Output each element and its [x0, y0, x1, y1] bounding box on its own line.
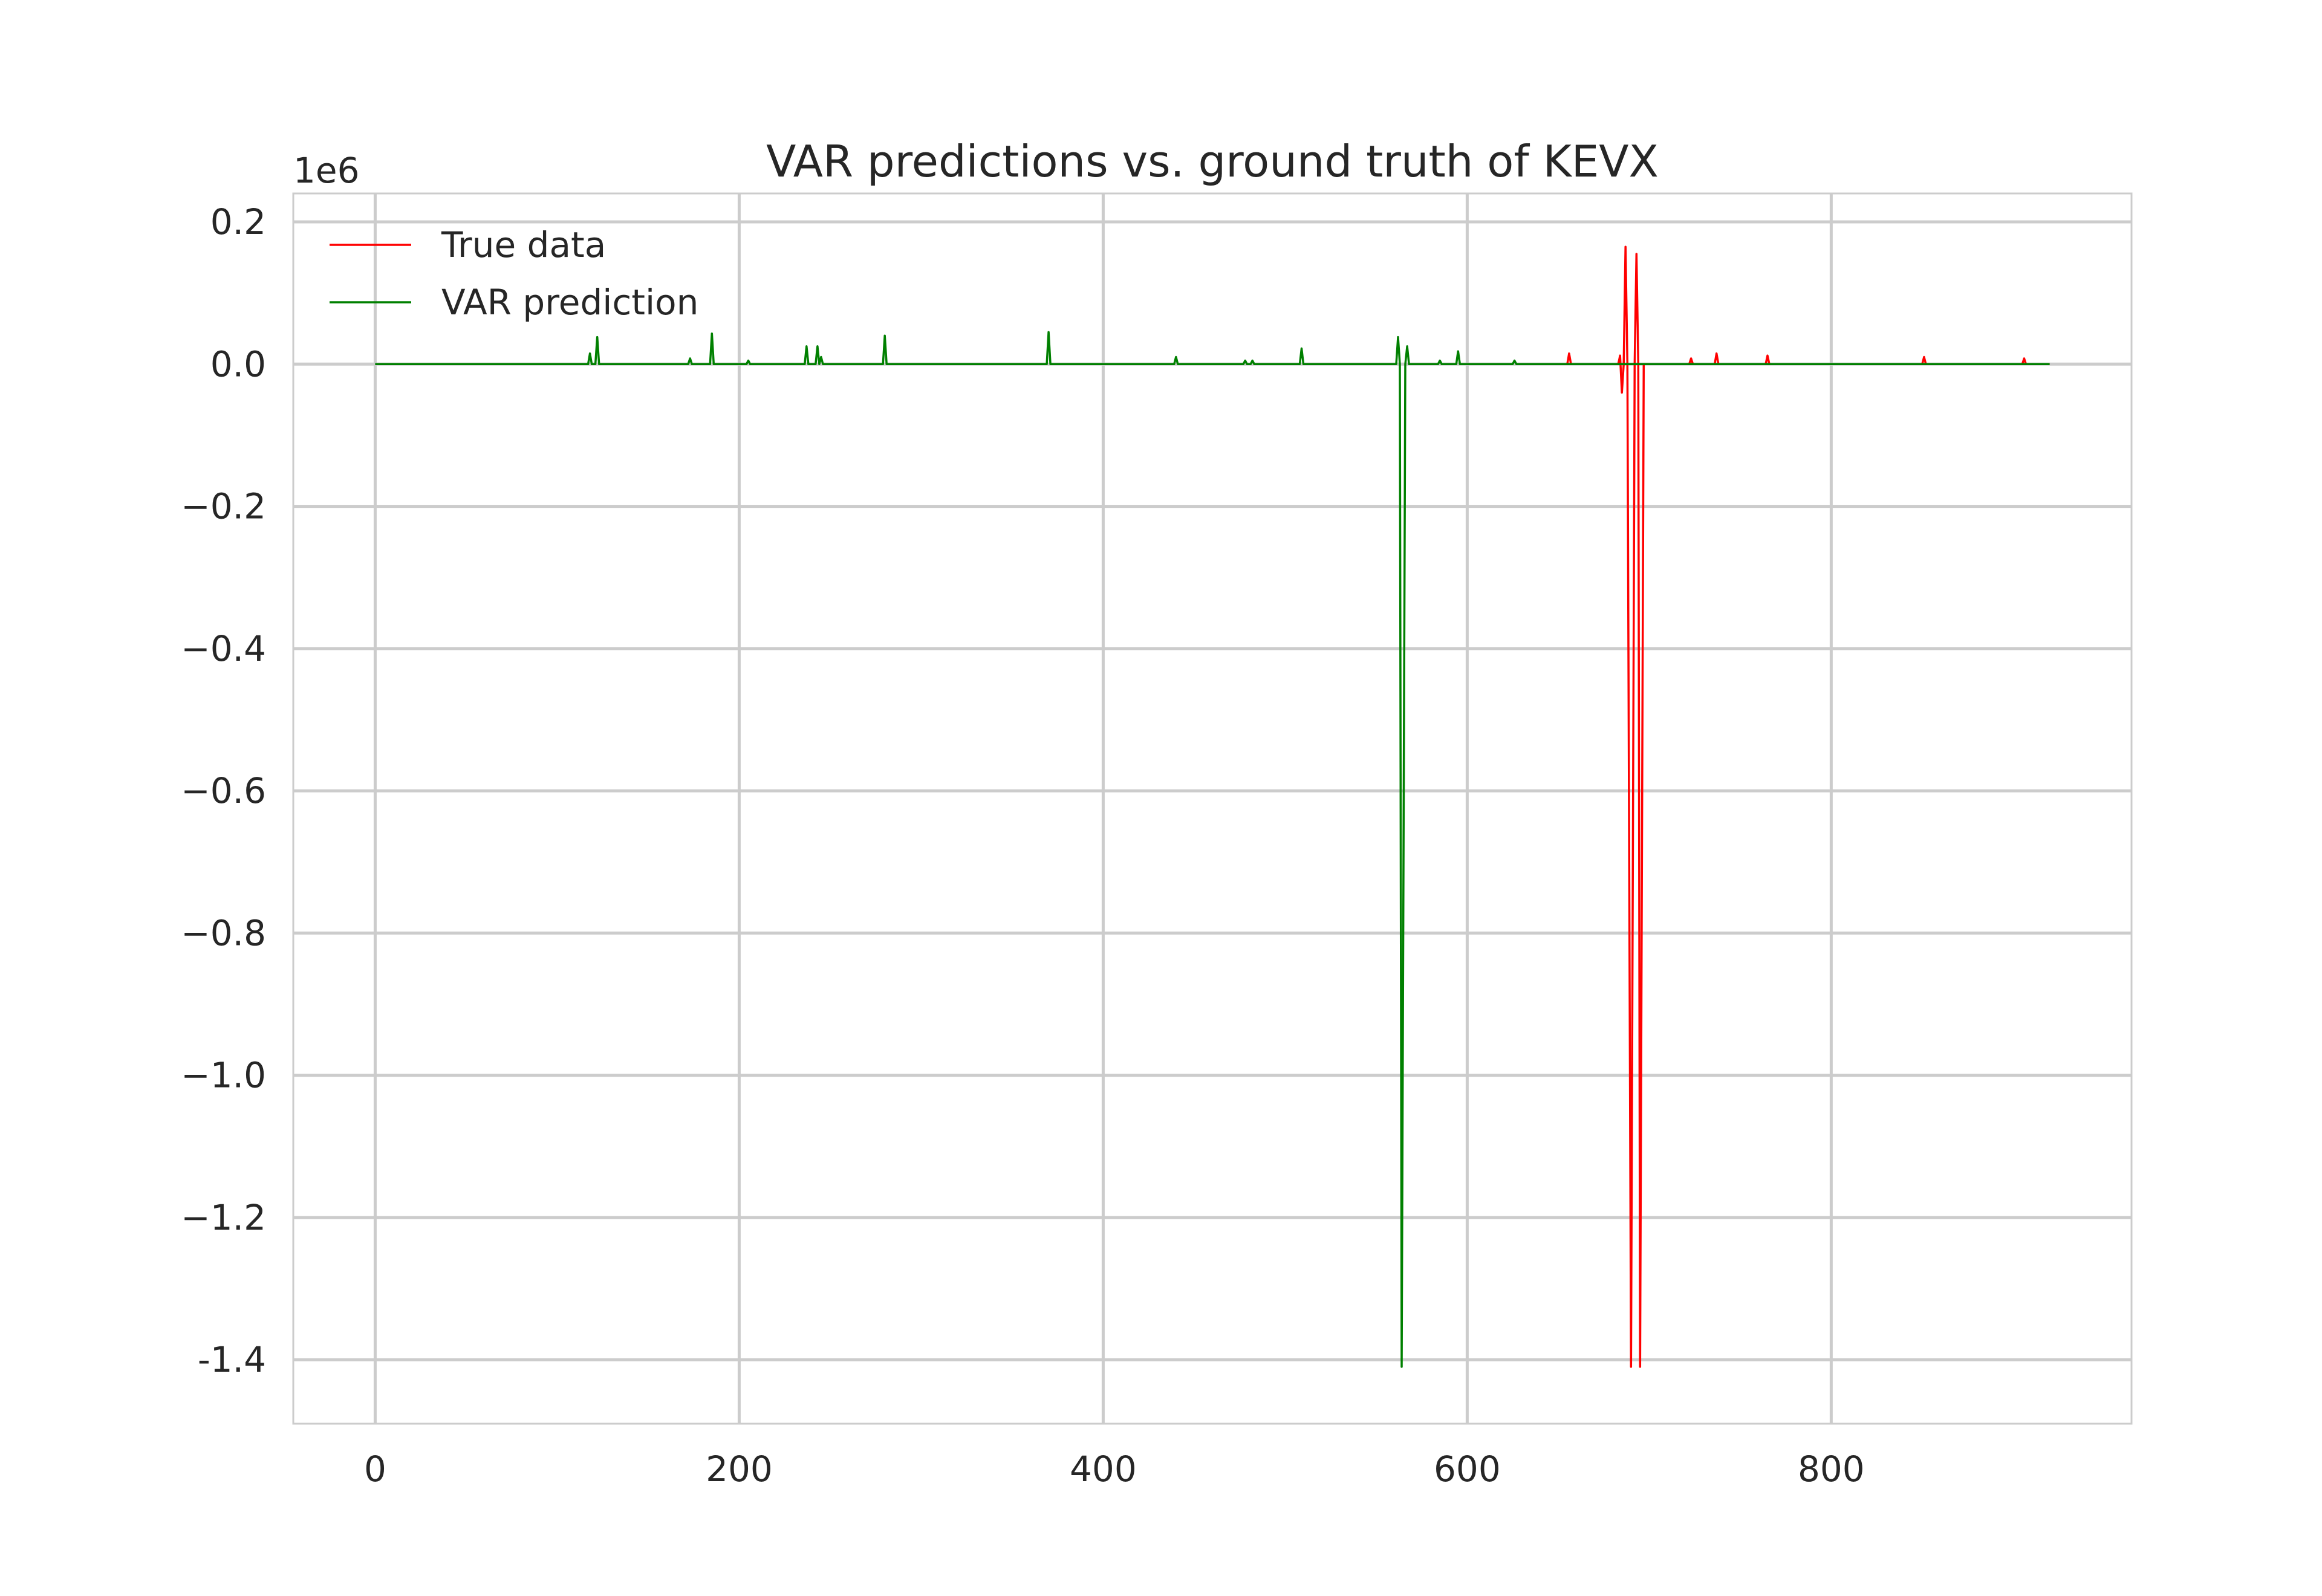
- grid: [293, 193, 2132, 1424]
- y-tick-label: −0.8: [181, 912, 266, 953]
- series-lines: [375, 245, 2050, 1368]
- chart-title: VAR predictions vs. ground truth of KEVX: [766, 136, 1659, 187]
- y-tick-label: −1.2: [181, 1197, 266, 1238]
- tick-labels: 0 200 400 600 800 0.2 0.0 −0.2 −0.4 −0.6 −0.8 −1.0 −…: [181, 201, 1865, 1490]
- y-tick-label: −0.4: [181, 628, 266, 669]
- y-tick-label: 0.2: [210, 201, 266, 242]
- y-tick-label: -1.4: [198, 1339, 266, 1380]
- x-tick-label: 400: [1070, 1448, 1137, 1490]
- y-axis-offset-label: 1e6: [293, 150, 360, 191]
- x-tick-label: 0: [364, 1448, 386, 1490]
- legend-label: True data: [441, 224, 606, 265]
- x-tick-label: 800: [1798, 1448, 1865, 1490]
- y-tick-label: 0.0: [210, 343, 266, 384]
- y-tick-label: −0.6: [181, 770, 266, 811]
- x-tick-label: 200: [706, 1448, 773, 1490]
- legend: True data VAR prediction: [330, 224, 698, 323]
- plot-frame: [292, 192, 2133, 1425]
- series-line-true-data: [1545, 245, 2050, 1368]
- x-tick-label: 600: [1434, 1448, 1501, 1490]
- series-line-var-prediction: [375, 331, 2050, 1368]
- y-tick-label: −1.0: [181, 1055, 266, 1096]
- legend-label: VAR prediction: [441, 282, 698, 323]
- y-tick-label: −0.2: [181, 486, 266, 527]
